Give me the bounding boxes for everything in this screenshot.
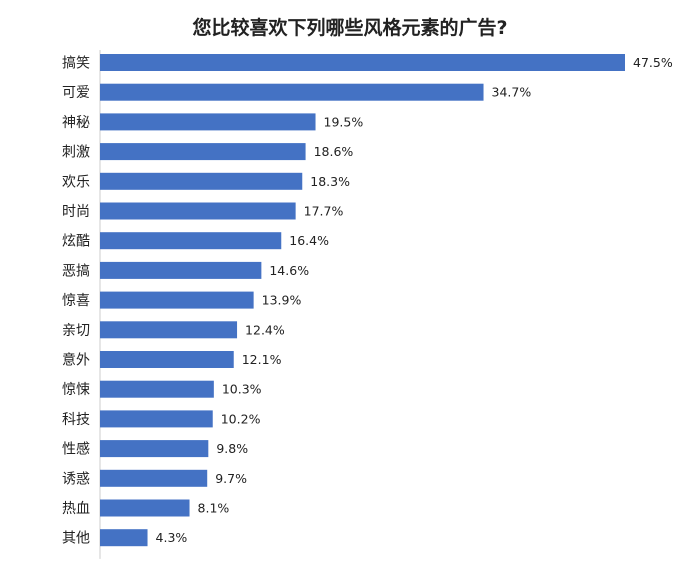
bar-2: [100, 83, 484, 101]
bar-7: [100, 232, 282, 250]
bar-5: [100, 172, 303, 190]
bars-group: [100, 54, 625, 547]
value-label-14: 9.8%: [216, 441, 248, 456]
value-label-7: 16.4%: [289, 233, 329, 248]
category-label-12: 惊悚: [62, 382, 90, 398]
category-label-10: 亲切: [62, 323, 90, 339]
bar-4: [100, 143, 306, 161]
category-label-15: 诱惑: [62, 471, 90, 487]
value-label-15: 9.7%: [215, 471, 247, 486]
bar-13: [100, 410, 213, 428]
value-label-5: 18.3%: [310, 174, 350, 189]
category-label-5: 欢乐: [62, 174, 90, 190]
bar-6: [100, 202, 296, 220]
value-label-3: 19.5%: [324, 114, 364, 129]
bar-12: [100, 380, 214, 398]
category-label-14: 性感: [62, 441, 90, 458]
category-label-8: 恶搞: [62, 263, 90, 279]
bar-3: [100, 113, 316, 131]
bar-10: [100, 321, 238, 339]
bar-8: [100, 261, 262, 279]
category-label-9: 惊喜: [62, 293, 90, 309]
category-label-4: 刺激: [62, 144, 90, 161]
value-label-9: 13.9%: [262, 293, 302, 308]
chart-title: 您比较喜欢下列哪些风格元素的广告?: [192, 16, 507, 39]
bar-1: [100, 54, 625, 71]
value-label-2: 34.7%: [492, 85, 532, 100]
bar-17: [100, 529, 148, 547]
category-label-6: 时尚: [62, 204, 90, 220]
category-label-17: 其他: [62, 531, 90, 547]
value-label-6: 17.7%: [304, 204, 344, 219]
value-label-11: 12.1%: [242, 352, 282, 367]
value-label-1: 47.5%: [633, 55, 673, 70]
value-label-12: 10.3%: [222, 382, 262, 397]
category-label-16: 热血: [62, 501, 90, 517]
value-labels-group: 47.5% 34.7% 19.5% 18.6% 18.3% 17.7% 16.4% 14.6%…: [156, 55, 673, 545]
bar-9: [100, 291, 254, 309]
bar-14: [100, 440, 209, 458]
value-label-8: 14.6%: [269, 263, 309, 278]
value-label-13: 10.2%: [221, 411, 261, 426]
value-label-10: 12.4%: [245, 322, 285, 337]
category-label-7: 炫酷: [62, 234, 90, 250]
bar-15: [100, 469, 208, 487]
category-label-2: 可爱: [62, 85, 90, 101]
value-label-17: 4.3%: [156, 530, 188, 545]
bar-11: [100, 351, 234, 368]
value-label-4: 18.6%: [314, 144, 354, 159]
category-label-1: 搞笑: [62, 56, 90, 72]
category-label-3: 神秘: [62, 115, 90, 131]
category-label-11: 意外: [62, 352, 90, 369]
bar-16: [100, 499, 190, 517]
category-label-13: 科技: [62, 412, 90, 428]
value-label-16: 8.1%: [198, 501, 230, 516]
